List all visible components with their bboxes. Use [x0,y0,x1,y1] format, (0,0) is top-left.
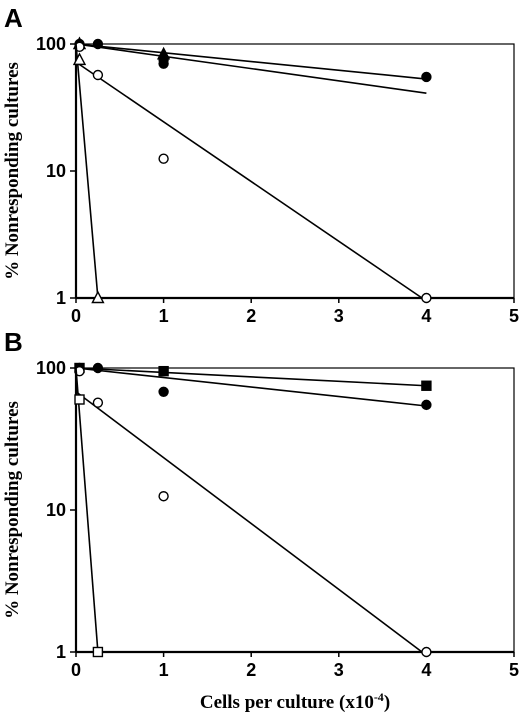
y-tick-label: 10 [46,500,66,520]
data-point [92,69,104,81]
panel-letter: B [4,327,23,357]
x-tick-label: 5 [509,660,519,680]
fit-line [75,367,427,407]
x-axis-title-main: Cells per culture (x10 [200,692,374,713]
x-tick-label: 3 [334,306,344,326]
data-point [72,52,87,66]
data-point [421,380,432,391]
data-point [74,394,85,405]
fit-line [75,367,99,653]
x-tick-label: 4 [421,306,431,326]
data-point [156,46,171,60]
data-point [158,386,169,397]
data-point [92,362,104,374]
x-axis-title-sup: -4 [374,690,384,704]
fit-line [75,43,427,80]
x-tick-label: 4 [421,660,431,680]
fit-line [75,391,423,653]
x-tick-label: 3 [334,660,344,680]
y-axis-title: % Nonresponding cultures [2,62,23,280]
data-point [158,58,169,69]
data-point [74,41,85,53]
x-tick-label: 5 [509,306,519,326]
x-tick-label: 2 [246,306,256,326]
data-point [421,399,432,411]
fit-line [75,43,99,299]
x-tick-label: 0 [71,306,81,326]
data-point [91,290,105,304]
data-point [421,646,432,658]
y-tick-label: 1 [56,642,66,662]
x-tick-label: 2 [246,660,256,680]
y-tick-label: 10 [46,161,66,181]
data-point [92,397,104,408]
x-tick-label: 1 [159,306,169,326]
y-axis-title: % Nonresponding cultures [2,401,23,619]
y-tick-label: 1 [56,288,66,308]
y-tick-label: 100 [36,34,66,54]
fit-line [75,43,427,94]
x-tick-label: 1 [159,660,169,680]
x-axis-title: Cells per culture (x10-4) [200,690,390,713]
fit-line [75,367,427,387]
data-point [158,491,169,502]
data-point [158,365,169,377]
panel-letter: A [4,3,23,33]
plot-frame [75,43,515,299]
fit-line [75,61,423,299]
x-tick-label: 0 [71,660,81,680]
y-tick-label: 100 [36,358,66,378]
data-point [92,646,104,658]
plot-frame [75,367,515,653]
data-point [421,71,432,83]
data-point [74,365,85,377]
x-axis-title-end: ) [384,692,390,713]
data-point [158,153,169,164]
data-point [421,292,432,304]
